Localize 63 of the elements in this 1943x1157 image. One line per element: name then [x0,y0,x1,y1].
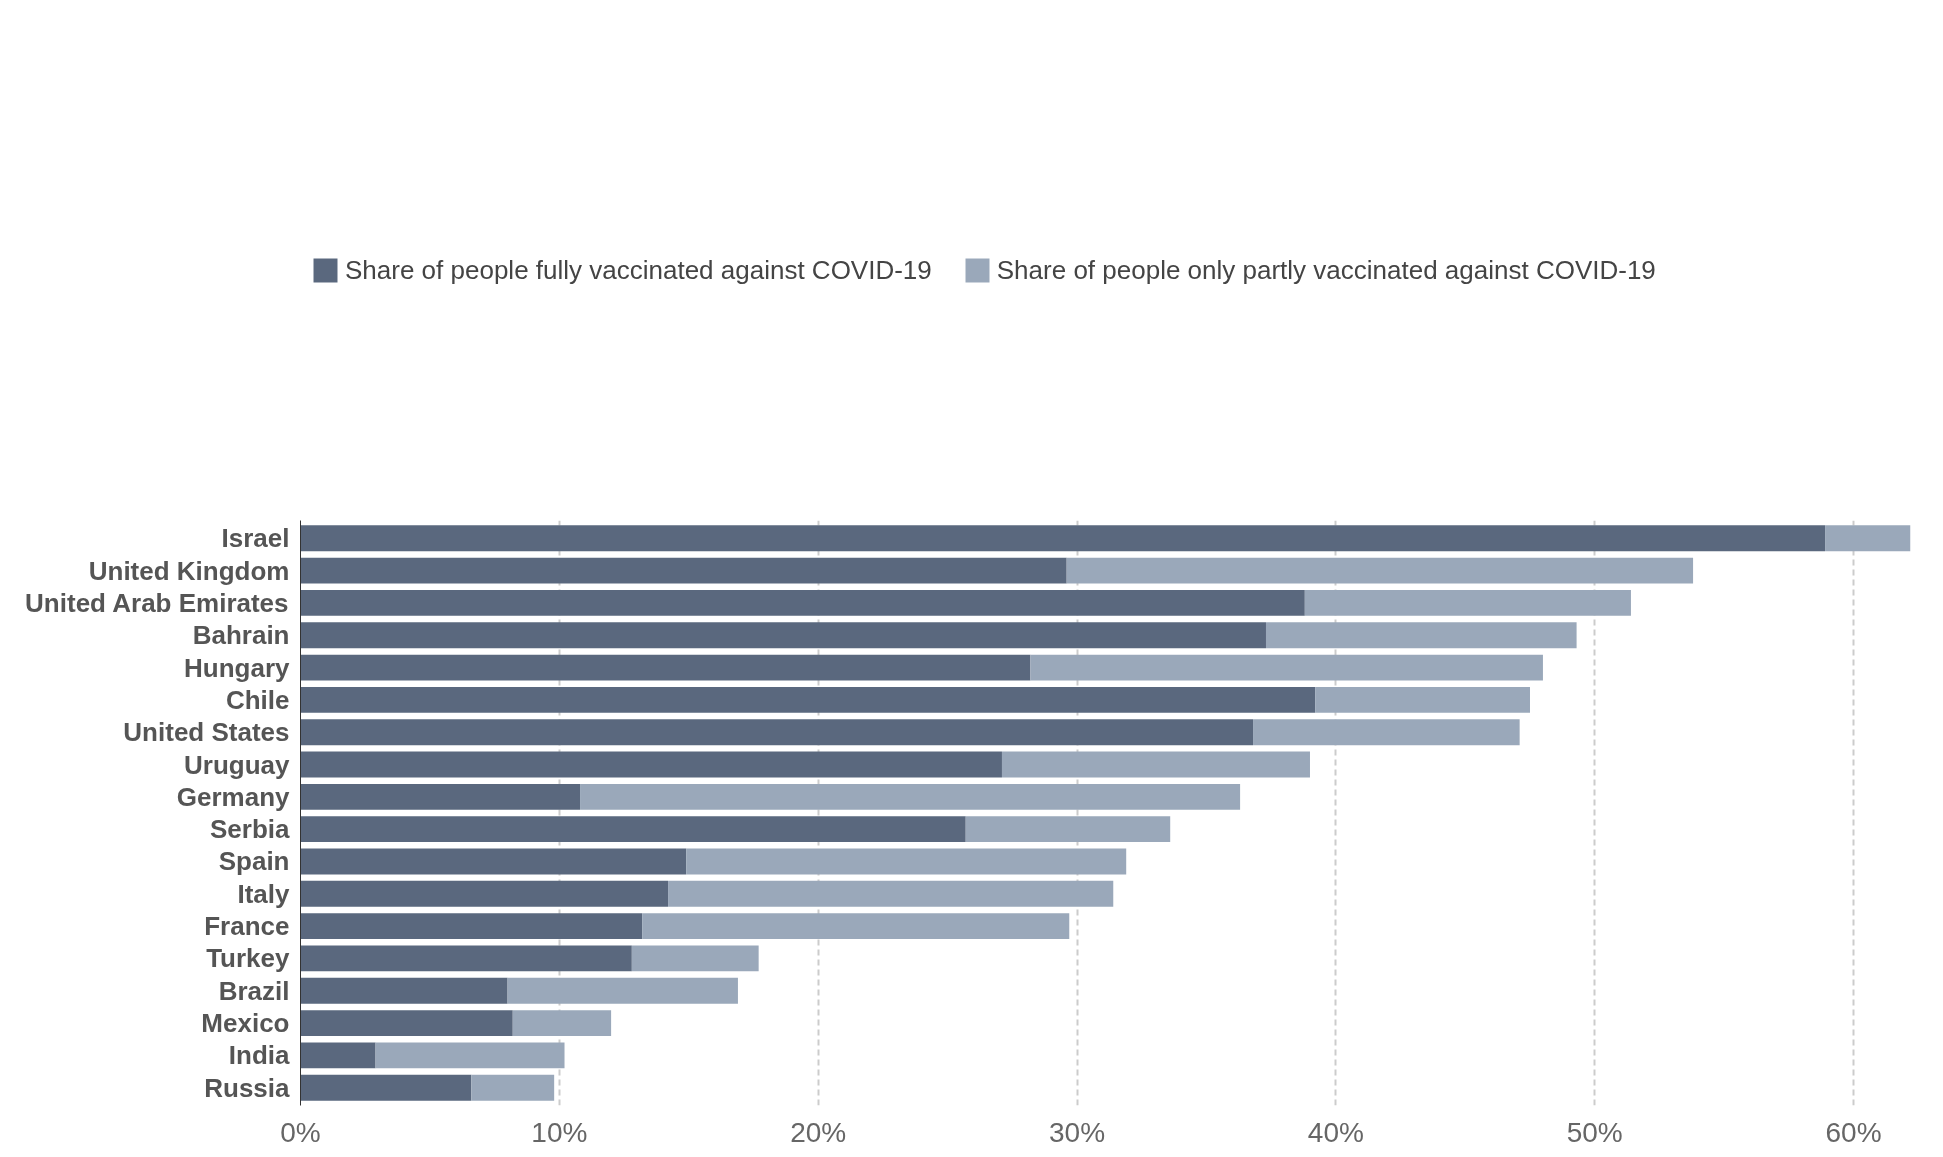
bar [512,1010,612,1037]
bar [300,1042,376,1069]
bar [300,686,1316,713]
bar [1001,751,1310,778]
bar [642,913,1070,940]
x-tick-label: 30% [1049,1116,1106,1148]
bar [300,880,669,907]
y-tick-label: Germany [176,781,291,812]
bar [1265,622,1577,649]
y-tick-label: Uruguay [184,749,291,780]
legend-label: Share of people only partly vaccinated against COVID-19 [996,254,1656,286]
bar [300,557,1067,584]
y-tick-label: Turkey [206,943,291,974]
y-tick-label: Chile [225,684,290,715]
bar [507,977,738,1004]
bar [300,589,1305,616]
bar [300,816,966,843]
x-tick-label: 10% [531,1116,588,1148]
bar [1253,719,1520,746]
bar [300,751,1002,778]
bar [300,719,1254,746]
bar [1825,525,1911,552]
y-tick-label: India [228,1040,291,1071]
x-tick-label: 50% [1566,1116,1623,1148]
x-tick-label: 60% [1825,1116,1882,1148]
y-tick-label: United Arab Emirates [25,587,289,618]
y-tick-label: Italy [237,878,291,909]
bar [300,1074,472,1101]
y-tick-label: Mexico [201,1008,290,1039]
bar [580,783,1241,810]
y-tick-label: Spain [218,846,290,877]
y-tick-label: Israel [221,523,290,554]
bar [1315,686,1530,713]
bar [300,1010,513,1037]
y-tick-label: United States [123,717,290,748]
bar [300,945,632,972]
y-tick-label: Serbia [210,814,291,845]
bar [300,783,581,810]
x-tick-label: 20% [790,1116,847,1148]
bar [300,848,687,875]
bar [965,816,1171,843]
y-tick-label: Russia [204,1072,291,1103]
bar [300,622,1266,649]
bar [631,945,759,972]
y-tick-label: France [204,911,290,942]
legend-label: Share of people fully vaccinated against COVID-19 [345,254,932,286]
bar [1030,654,1543,681]
bar [300,977,508,1004]
bar [686,848,1127,875]
bar [1304,589,1631,616]
y-tick-label: United Kingdom [88,555,290,586]
bar [668,880,1114,907]
x-tick-label: 0% [280,1116,321,1148]
y-tick-label: Bahrain [192,620,290,651]
bar [300,525,1826,552]
bar [1066,557,1694,584]
bar [300,913,643,940]
y-tick-label: Hungary [184,652,291,683]
bar [471,1074,555,1101]
x-tick-label: 40% [1307,1116,1364,1148]
bar [300,654,1031,681]
bar [375,1042,565,1069]
y-tick-label: Brazil [218,975,290,1006]
